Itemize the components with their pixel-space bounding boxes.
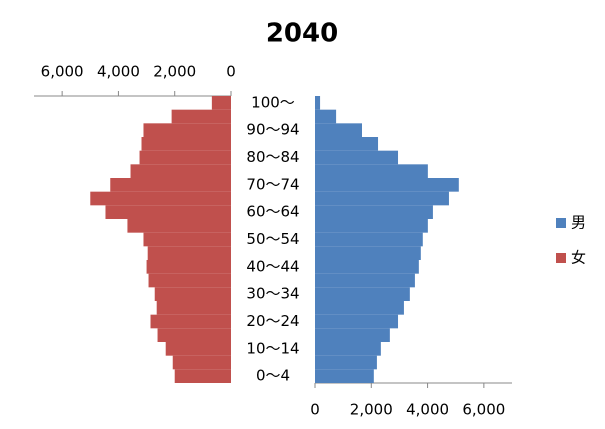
bar <box>315 246 421 260</box>
bar <box>315 328 390 342</box>
bar <box>174 369 231 383</box>
bar <box>315 314 399 329</box>
category-label: 90～94 <box>246 121 299 139</box>
category-label: 60～64 <box>246 203 299 221</box>
legend-label: 男 <box>571 214 586 232</box>
legend-swatch <box>556 253 566 263</box>
bar <box>143 232 231 247</box>
bar <box>315 205 433 219</box>
category-label: 30～34 <box>246 285 299 303</box>
bar <box>90 191 232 206</box>
bar <box>315 219 428 233</box>
bar <box>143 123 231 137</box>
bar <box>315 150 399 165</box>
category-label: 70～74 <box>246 175 299 193</box>
bar <box>315 178 459 192</box>
bar <box>157 328 231 342</box>
bar <box>315 369 374 383</box>
bar <box>315 137 379 151</box>
bar <box>150 314 231 329</box>
bar <box>315 301 404 315</box>
bar <box>315 260 419 274</box>
x-tick-label: 2,000 <box>350 401 393 419</box>
bar <box>315 232 423 247</box>
bar <box>130 164 231 178</box>
bar <box>147 246 231 260</box>
bar <box>315 96 321 110</box>
category-label: 40～44 <box>246 257 299 275</box>
bar <box>156 301 231 315</box>
bar <box>315 342 381 356</box>
x2-tick-label: 6,000 <box>41 63 84 81</box>
bar <box>148 273 231 288</box>
bar <box>315 164 428 178</box>
x2-tick-label: 4,000 <box>97 63 140 81</box>
x2-tick-label: 2,000 <box>153 63 196 81</box>
bar <box>127 219 231 233</box>
category-label: 50～54 <box>246 230 299 248</box>
legend-label: 女 <box>571 249 586 267</box>
bar <box>315 273 415 288</box>
bar <box>110 178 231 192</box>
bar <box>139 150 231 165</box>
x-tick-label: 4,000 <box>406 401 449 419</box>
bar <box>315 191 449 206</box>
category-label: 80～84 <box>246 148 299 166</box>
bar <box>171 109 231 124</box>
category-label: 20～24 <box>246 312 299 330</box>
bar <box>165 342 231 356</box>
bar <box>141 137 231 151</box>
category-label: 10～14 <box>246 339 299 357</box>
bar <box>172 355 231 370</box>
chart-title: 2040 <box>266 19 338 49</box>
bar <box>315 355 377 370</box>
legend-swatch <box>556 218 566 228</box>
x2-tick-label: 0 <box>226 63 236 81</box>
x-tick-label: 6,000 <box>462 401 505 419</box>
bar <box>105 205 231 219</box>
bar <box>315 123 362 137</box>
bar <box>315 287 410 301</box>
bar <box>211 96 231 110</box>
category-label: 0～4 <box>256 367 290 385</box>
bar <box>315 109 337 124</box>
bar <box>146 260 231 274</box>
x-tick-label: 0 <box>310 401 320 419</box>
bar <box>154 287 231 301</box>
category-label: 100～ <box>251 93 295 111</box>
